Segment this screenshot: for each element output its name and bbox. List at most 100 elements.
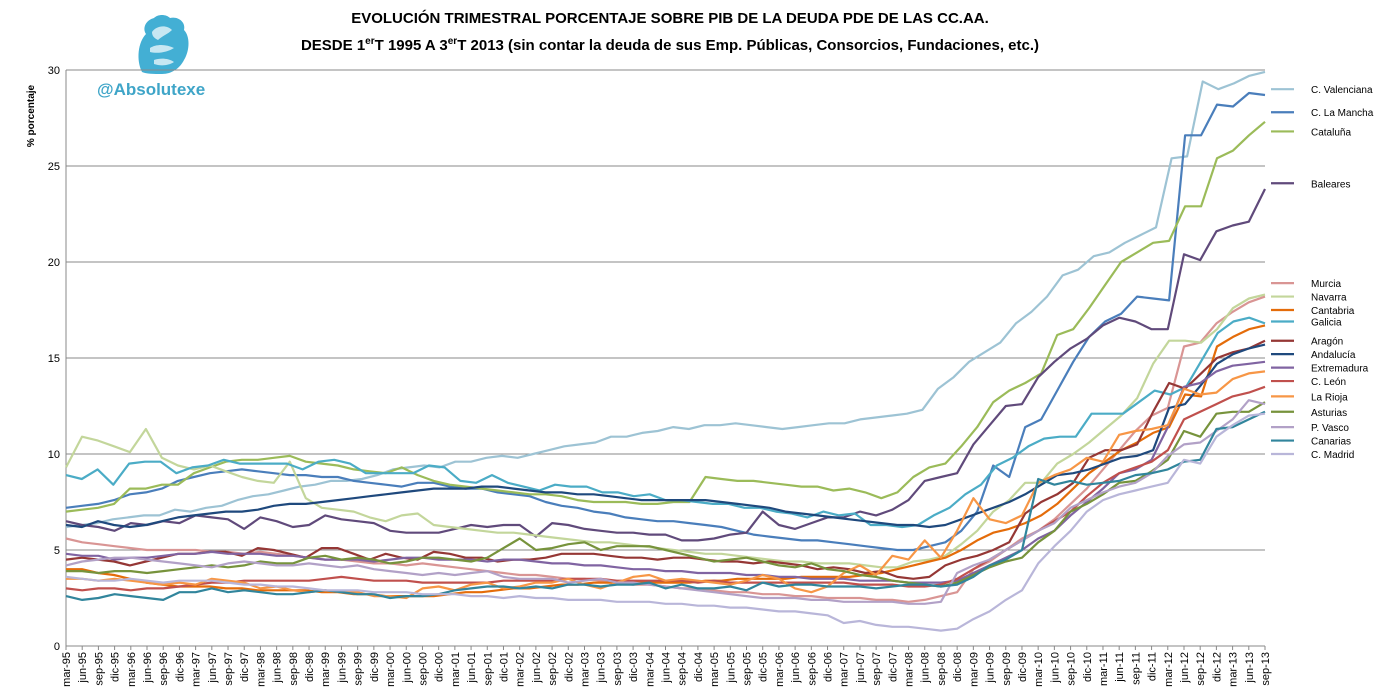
x-tick-label: dic-99 (369, 652, 381, 682)
x-tick-label: dic-97 (239, 652, 251, 682)
title-part-a: DESDE 1 (300, 37, 366, 54)
x-tick-label: mar-06 (774, 652, 786, 687)
x-tick-label: dic-09 (1017, 652, 1029, 682)
title-sup-1: er (365, 36, 375, 47)
x-tick-label: dic-12 (1211, 652, 1223, 682)
legend-label-asturias: Asturias (1311, 408, 1347, 419)
x-tick-label: jun-12 (1179, 652, 1191, 684)
series-line-c-le-n (65, 385, 1266, 592)
x-tick-label: sep-97 (223, 652, 235, 686)
x-tick-label: jun-02 (531, 652, 543, 684)
series-line-c-madrid (65, 412, 1266, 632)
legend-label-catalu-a: Cataluña (1311, 127, 1351, 138)
x-tick-label: sep-96 (158, 652, 170, 686)
chart-title-line1: EVOLUCIÓN TRIMESTRAL PORCENTAJE SOBRE PI… (351, 10, 989, 27)
legend-label-p-vasco: P. Vasco (1311, 423, 1349, 434)
x-tick-label: sep-04 (677, 652, 689, 686)
x-tick-label: sep-10 (1066, 652, 1078, 686)
x-tick-label: mar-11 (1098, 652, 1110, 686)
legend-label-galicia: Galicia (1311, 318, 1342, 329)
y-tick-label: 25 (48, 161, 60, 173)
x-tick-label: sep-01 (482, 652, 494, 686)
series-line-cantabria (66, 324, 1266, 598)
series-line-p-vasco (65, 399, 1266, 605)
x-tick-label: dic-07 (887, 652, 899, 682)
y-tick-label: 5 (54, 545, 60, 557)
x-tick-label: mar-07 (839, 652, 851, 687)
x-tick-label: dic-00 (434, 652, 446, 682)
x-tick-label: mar-95 (61, 652, 73, 687)
x-tick-label: jun-01 (466, 652, 478, 684)
x-tick-label: jun-13 (1244, 652, 1256, 684)
x-tick-label: mar-09 (968, 652, 980, 687)
x-tick-label: dic-10 (1082, 652, 1094, 682)
x-tick-label: jun-11 (1114, 652, 1126, 683)
legend-label-arag-n: Aragón (1311, 337, 1343, 348)
x-tick-label: sep-08 (936, 652, 948, 686)
x-tick-label: jun-95 (77, 652, 89, 684)
x-tick-label: dic-02 (563, 652, 575, 682)
legend-label-c-valenciana: C. Valenciana (1311, 85, 1373, 96)
x-tick-label: dic-01 (498, 652, 510, 682)
series-line-asturias (66, 401, 1266, 588)
x-tick-label: jun-10 (1049, 652, 1061, 684)
series-line-c-valenciana (65, 70, 1266, 529)
x-tick-label: sep-07 (871, 652, 883, 686)
x-tick-label: mar-10 (1033, 652, 1045, 687)
x-tick-label: dic-08 (952, 652, 964, 682)
legend-label-navarra: Navarra (1311, 293, 1347, 304)
x-tick-label: jun-06 (790, 652, 802, 684)
title-part-b: T 1995 A 3 (374, 37, 448, 54)
x-tick-label: dic-11 (1147, 652, 1159, 681)
x-tick-label: sep-05 (742, 652, 754, 686)
legend-label-baleares: Baleares (1311, 179, 1350, 190)
x-tick-label: dic-98 (304, 652, 316, 682)
legend-label-canarias: Canarias (1311, 437, 1351, 448)
x-tick-label: mar-97 (191, 652, 203, 687)
x-tick-label: dic-06 (823, 652, 835, 682)
x-tick-label: mar-03 (579, 652, 591, 687)
series-line-andaluc-a (65, 343, 1266, 529)
title-part-c: T 2013 (sin contar la deuda de sus Emp. … (457, 37, 1040, 54)
series-line-c-la-mancha (65, 91, 1266, 552)
x-tick-label: jun-05 (725, 652, 737, 684)
x-tick-label: mar-04 (644, 652, 656, 687)
x-tick-label: dic-95 (110, 652, 122, 682)
x-tick-label: mar-12 (1163, 652, 1175, 687)
griffin-logo-icon (138, 15, 189, 74)
x-tick-label: sep-02 (547, 652, 559, 686)
y-tick-label: 30 (48, 65, 60, 77)
legend-label-c-le-n: C. León (1311, 377, 1346, 388)
y-tick-label: 20 (48, 257, 60, 269)
x-tick-label: jun-07 (855, 652, 867, 684)
y-tick-label: 0 (54, 641, 60, 653)
chart-title-line2: DESDE 1erT 1995 A 3erT 2013 (sin contar … (140, 36, 1200, 54)
x-tick-label: jun-97 (207, 652, 219, 684)
y-tick-label: 15 (48, 353, 60, 365)
series-line-extremadura (65, 360, 1266, 584)
x-tick-label: jun-09 (985, 652, 997, 684)
x-tick-label: sep-11 (1130, 652, 1142, 685)
x-tick-label: sep-95 (93, 652, 105, 686)
x-tick-label: mar-01 (450, 652, 462, 687)
x-tick-label: mar-13 (1228, 652, 1240, 687)
x-tick-label: dic-04 (693, 652, 705, 682)
x-tick-label: jun-04 (661, 652, 673, 684)
x-tick-label: sep-06 (806, 652, 818, 686)
x-tick-label: sep-00 (417, 652, 429, 686)
x-tick-label: sep-99 (353, 652, 365, 686)
legend-label-c-madrid: C. Madrid (1311, 450, 1354, 461)
series-line-canarias (65, 410, 1266, 602)
x-tick-label: jun-98 (272, 652, 284, 684)
author-handle: @Absolutexe (97, 80, 206, 99)
legend-label-la-rioja: La Rioja (1311, 392, 1348, 403)
x-tick-label: mar-02 (515, 652, 527, 687)
y-tick-label: 10 (48, 449, 60, 461)
x-tick-label: mar-99 (320, 652, 332, 687)
x-tick-label: sep-12 (1195, 652, 1207, 686)
x-tick-label: jun-03 (596, 652, 608, 684)
x-tick-label: mar-98 (255, 652, 267, 687)
legend-label-c-la-mancha: C. La Mancha (1311, 108, 1374, 119)
